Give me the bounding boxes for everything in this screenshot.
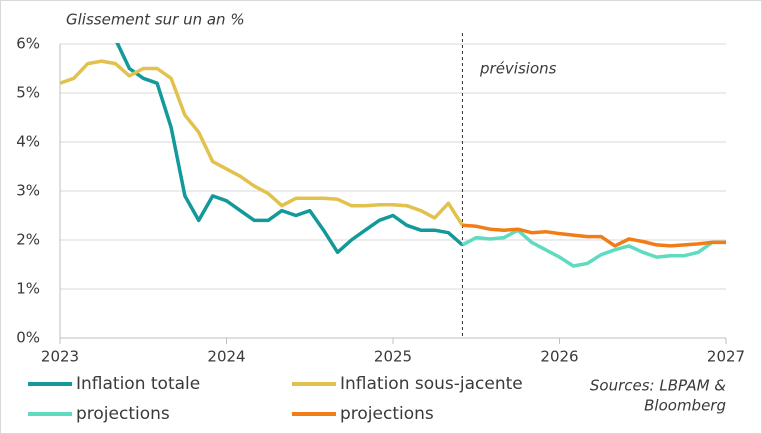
sources: Bloomberg [644,397,726,415]
x-tick-label: 2024 [207,348,245,366]
y-tick-label: 1% [16,280,40,298]
legend-label: Inflation sous-jacente [340,374,523,394]
legend-label: projections [340,404,434,424]
chart-title: Glissement sur un an % [66,11,245,29]
y-tick-label: 6% [16,35,40,53]
sources: Sources: LBPAM & [590,377,726,395]
series-line [462,223,726,248]
series-line [115,43,464,255]
y-tick-label: 5% [16,84,40,102]
y-tick-label: 0% [16,329,40,347]
series-line [60,59,464,227]
x-tick-label: 2023 [41,348,79,366]
plot-area [60,43,726,268]
x-tick-label: 2025 [374,348,412,366]
y-tick-label: 4% [16,133,40,151]
y-tick-label: 3% [16,182,40,200]
y-tick-label: 2% [16,231,40,249]
x-tick-label: 2027 [707,348,745,366]
annotation: prévisions [479,60,557,78]
series-line [461,228,726,268]
legend-label: Inflation totale [76,374,200,394]
x-tick-label: 2026 [540,348,578,366]
legend-label: projections [76,404,170,424]
